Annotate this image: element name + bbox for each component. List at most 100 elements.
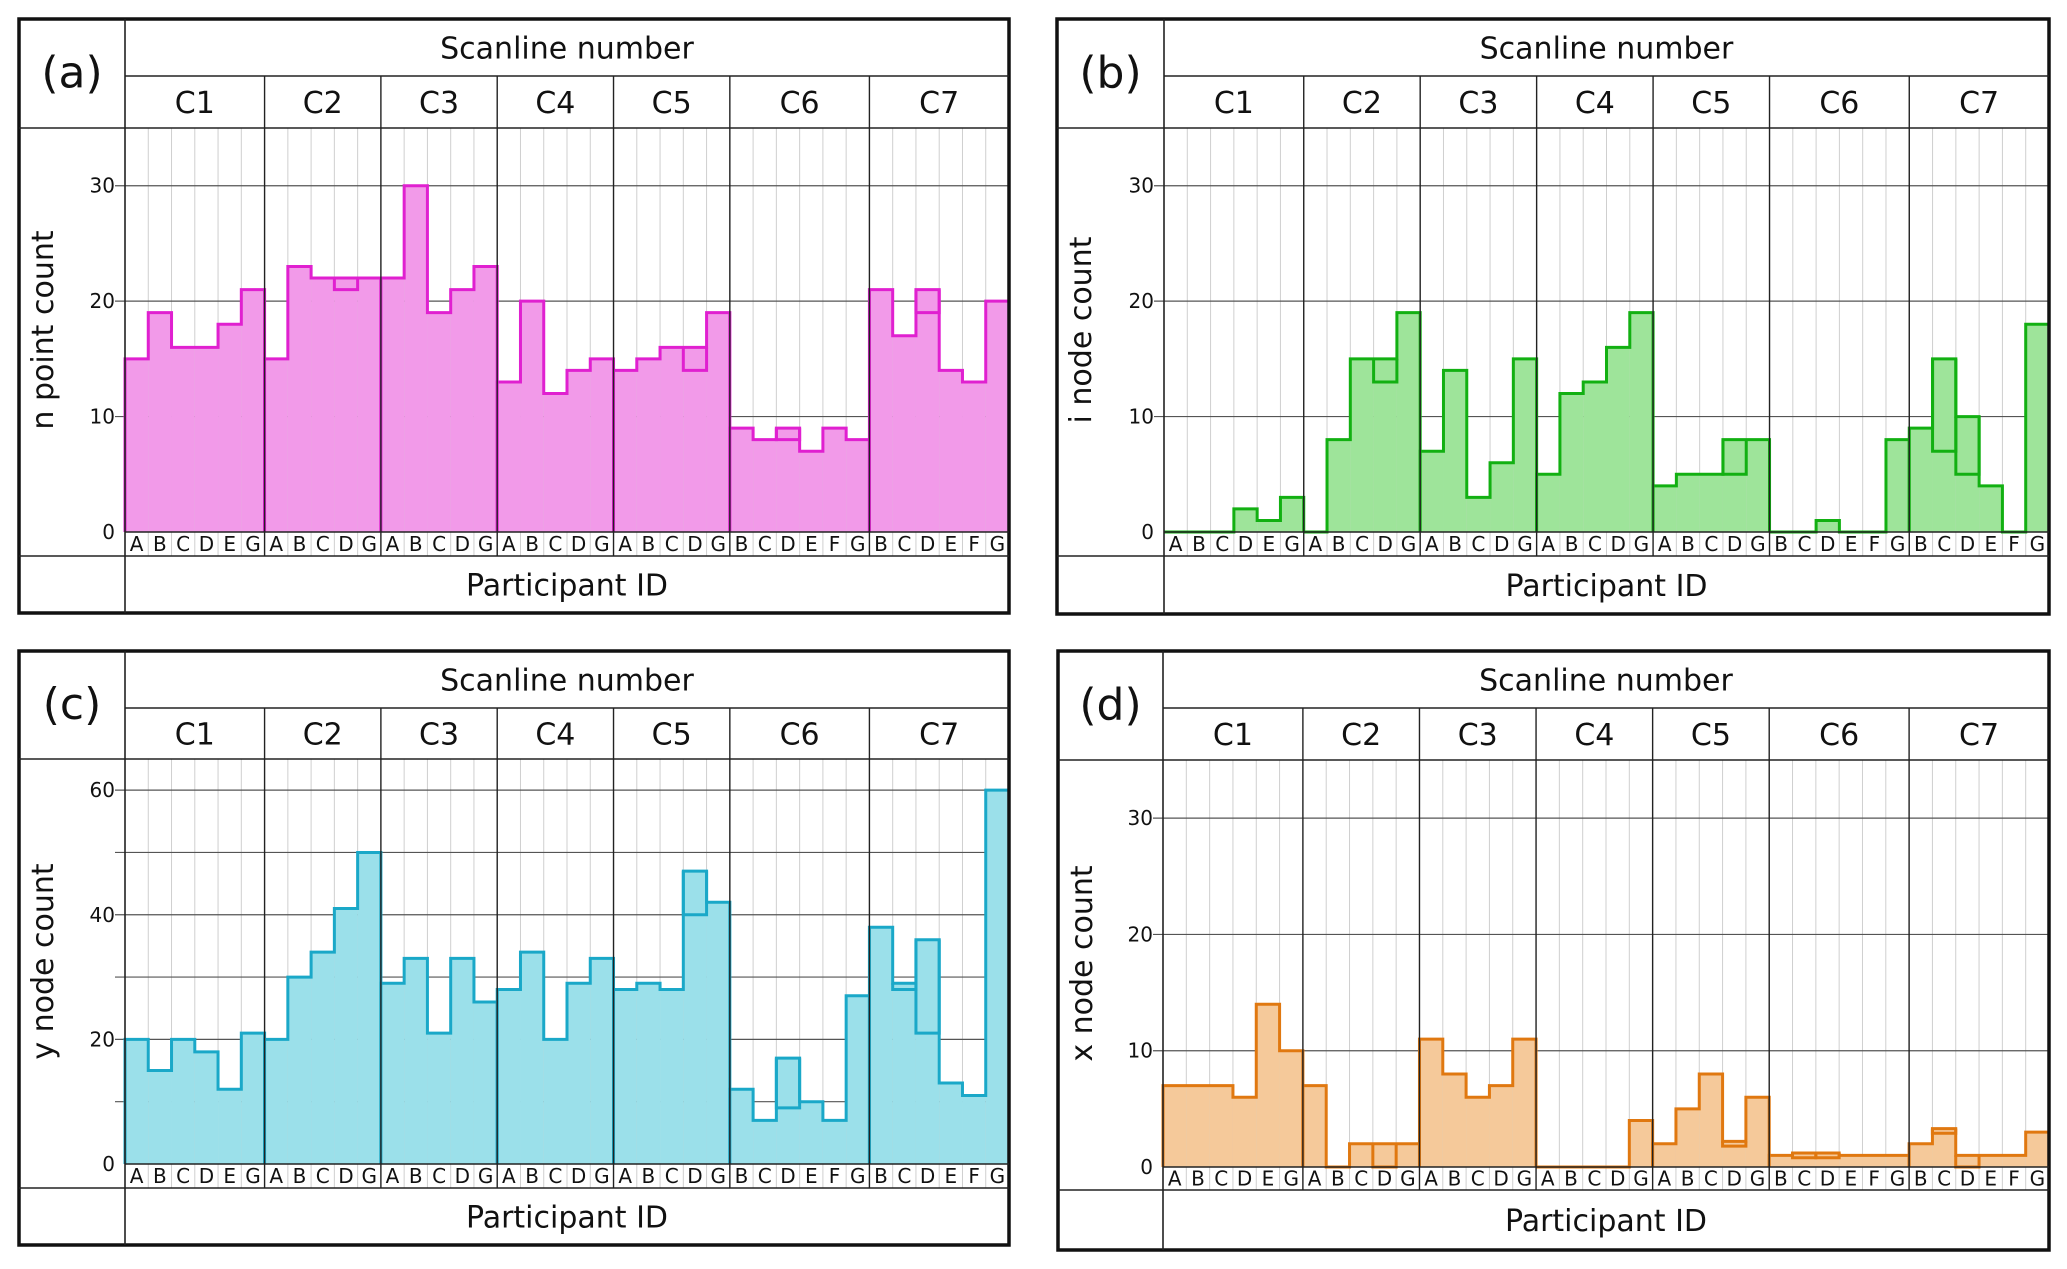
- y-tick-label: 60: [90, 778, 115, 802]
- bar: [1256, 1004, 1280, 1167]
- x-axis-label: Participant ID: [466, 1201, 668, 1236]
- participant-label: D: [199, 532, 214, 556]
- bar: [706, 902, 730, 1164]
- participant-label: F: [1869, 532, 1881, 556]
- participant-label: D: [1237, 1167, 1252, 1191]
- panel-c: (c) Scanline number Participant ID y node c…: [17, 649, 1011, 1247]
- participant-label: D: [571, 1164, 586, 1188]
- group-label: C3: [419, 718, 459, 753]
- participant-label: C: [758, 532, 772, 556]
- participant-label: D: [1960, 532, 1975, 556]
- participant-label: A: [618, 532, 632, 556]
- participant-label: G: [478, 532, 494, 556]
- participant-label: F: [2008, 532, 2020, 556]
- participant-label: D: [455, 1164, 470, 1188]
- bar: [636, 983, 661, 1164]
- participant-label: C: [1587, 1167, 1601, 1191]
- group-label: C3: [1458, 86, 1498, 121]
- participant-label: G: [990, 532, 1006, 556]
- step-outline: [1651, 438, 1772, 532]
- scanline-header: Scanline number: [440, 32, 694, 67]
- participant-label: A: [269, 1164, 283, 1188]
- bar: [520, 952, 544, 1164]
- bar: [287, 977, 312, 1164]
- bar: [1629, 1120, 1653, 1167]
- participant-label: D: [1378, 532, 1393, 556]
- group-c5: [612, 311, 732, 532]
- participant-label: C: [897, 532, 911, 556]
- group-label: C2: [303, 86, 343, 121]
- step-outline: [612, 869, 732, 1164]
- participant-label: C: [1471, 532, 1485, 556]
- participant-label: E: [1984, 1167, 1997, 1191]
- participant-label: G: [710, 532, 726, 556]
- bar: [822, 428, 847, 532]
- y-axis-label: n point count: [26, 230, 61, 429]
- bar: [311, 278, 335, 532]
- participant-label: A: [386, 532, 400, 556]
- step-outline: [1535, 311, 1655, 532]
- group-label: C1: [175, 86, 215, 121]
- participant-label: B: [409, 1164, 423, 1188]
- participant-label: C: [1797, 532, 1811, 556]
- group-c7: [867, 288, 1011, 532]
- participant-label: F: [968, 532, 980, 556]
- group-label: C2: [1341, 718, 1381, 753]
- bar: [567, 370, 591, 532]
- scanline-header: Scanline number: [1479, 664, 1733, 699]
- bar: [660, 989, 684, 1164]
- group-c3: [1417, 1037, 1538, 1167]
- group-c7: [867, 788, 1011, 1164]
- participant-label: G: [2030, 1167, 2046, 1191]
- bar: [1186, 1085, 1210, 1167]
- bar: [520, 301, 544, 532]
- bar: [1233, 508, 1258, 532]
- bar: [1490, 462, 1514, 532]
- participant-label: D: [1960, 1167, 1975, 1191]
- participant-label: G: [594, 532, 610, 556]
- bar: [822, 1120, 847, 1164]
- participant-label: E: [223, 532, 236, 556]
- bar: [311, 952, 335, 1164]
- group-label: C7: [919, 718, 959, 753]
- bar: [1163, 1085, 1187, 1167]
- participant-label: G: [1890, 532, 1906, 556]
- bar: [241, 289, 265, 532]
- step-outline: [263, 265, 383, 532]
- x-axis-label: Participant ID: [1505, 1204, 1707, 1239]
- bar: [1419, 1039, 1443, 1167]
- participant-label: B: [409, 532, 423, 556]
- participant-label: C: [548, 532, 562, 556]
- panel-border: [17, 17, 1011, 615]
- y-tick-label: 30: [1129, 174, 1154, 198]
- bar-overlay-line: [681, 871, 709, 917]
- bar: [2025, 1132, 2049, 1167]
- participant-label: A: [618, 1164, 632, 1188]
- group-c3: [379, 184, 499, 532]
- bar: [1372, 1143, 1397, 1167]
- participant-label: C: [1354, 1167, 1368, 1191]
- step-outline: [123, 1031, 267, 1164]
- bar: [985, 790, 1009, 1164]
- participant-label: G: [362, 532, 378, 556]
- bar: [1746, 439, 1770, 532]
- bar: [241, 1033, 265, 1164]
- y-tick-label: 20: [90, 1027, 115, 1051]
- bar: [1839, 1155, 1863, 1167]
- bar: [799, 1101, 823, 1164]
- bar: [1885, 439, 1910, 532]
- participant-label: B: [293, 1164, 307, 1188]
- bar: [1373, 358, 1397, 532]
- bar: [1932, 1128, 1956, 1167]
- bar: [497, 381, 521, 532]
- bar: [1653, 485, 1677, 532]
- step-outline: [1907, 1127, 2051, 1167]
- frame: (b) Scanline number Participant ID i node c…: [1055, 17, 2051, 616]
- participant-label: C: [548, 1164, 562, 1188]
- bar: [1769, 1155, 1793, 1167]
- bar: [1862, 1155, 1886, 1167]
- participant-label: D: [338, 532, 353, 556]
- participant-label: G: [1284, 532, 1300, 556]
- bar: [404, 185, 428, 532]
- bar: [1443, 370, 1467, 532]
